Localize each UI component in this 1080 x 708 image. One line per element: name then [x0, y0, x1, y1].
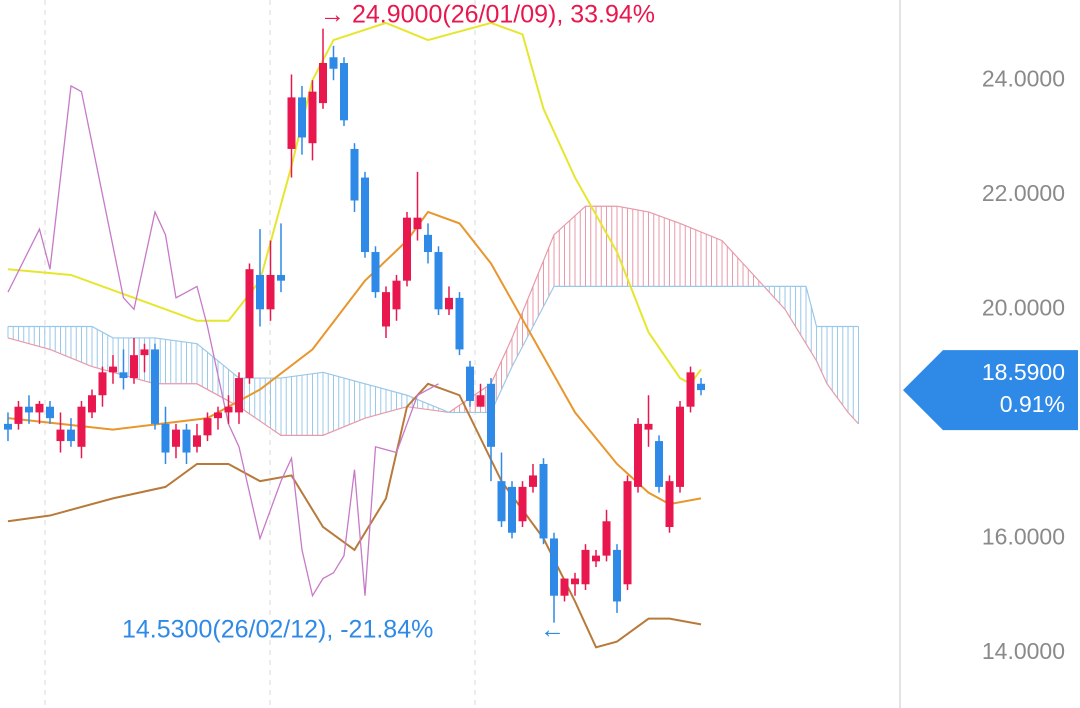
candle-body [392, 280, 401, 310]
y-tick-label: 14.0000 [982, 638, 1065, 664]
grid [44, 0, 901, 708]
candle-body [77, 406, 86, 447]
candle-body [161, 423, 170, 453]
candle-body [381, 292, 390, 327]
high-annotation: 24.9000(26/01/09), 33.94% [352, 1, 655, 29]
candle-body [213, 412, 222, 419]
y-axis: 14.000016.000018.000020.000022.000024.00… [903, 65, 1078, 664]
candle-body [508, 486, 517, 533]
candle-body [308, 91, 317, 144]
candle-body [3, 423, 12, 430]
candle-body [413, 217, 422, 230]
candle-body [35, 403, 44, 413]
candle-body [108, 366, 117, 373]
candle-body [550, 538, 559, 596]
candle-body [445, 297, 454, 310]
price-change: 0.91% [1000, 391, 1065, 417]
candle-body [224, 406, 233, 413]
y-tick-label: 20.0000 [982, 294, 1065, 320]
candle-body [339, 63, 348, 121]
candle-body [529, 475, 538, 487]
candle-body [403, 217, 412, 281]
candle-body [571, 578, 580, 585]
indicator-line [7, 21, 702, 386]
candle-body [140, 349, 149, 356]
candle-body [14, 406, 23, 424]
candle-body [24, 406, 33, 413]
candle-body [266, 274, 275, 310]
indicator-line [7, 382, 702, 649]
plot-area [3, 21, 860, 649]
cloud-span-a [7, 205, 859, 436]
candle-body [150, 349, 159, 424]
candle-body [644, 423, 653, 430]
candle-body [602, 521, 611, 556]
candle-body [434, 252, 443, 310]
candle-body [276, 274, 285, 281]
candle-body [371, 252, 380, 293]
candle-body [665, 481, 674, 527]
candle-body [676, 406, 685, 487]
arrow-left: ← [540, 616, 565, 644]
indicator-line [7, 84, 439, 598]
candle-body [45, 406, 54, 419]
candle-body [66, 429, 75, 442]
candle-body [592, 555, 601, 562]
candle-body [518, 486, 527, 522]
candle-body [318, 63, 327, 104]
candle-body [455, 297, 464, 350]
candle-body [119, 372, 128, 379]
candle-body [581, 549, 590, 585]
candle-body [297, 97, 306, 138]
annotations: → ← 24.9000(26/01/09), 33.94% 14.5300(26/… [122, 1, 655, 644]
candle-body [329, 57, 338, 69]
candle-body [98, 372, 107, 396]
candle-body [497, 481, 506, 522]
price-label: 18.5900 [982, 359, 1065, 385]
candle-body [192, 435, 201, 447]
indicator-line [7, 210, 702, 506]
candle-body [350, 148, 359, 201]
candle-body [634, 423, 643, 487]
candle-body [560, 578, 569, 596]
candle-body [476, 395, 485, 407]
y-tick-label: 22.0000 [982, 180, 1065, 206]
cloud-span-b [7, 285, 859, 414]
candle-body [203, 418, 212, 436]
candle-body [245, 269, 254, 379]
candle-body [171, 429, 180, 447]
arrow-right: → [320, 1, 345, 29]
candle-body [623, 481, 632, 585]
y-tick-label: 24.0000 [982, 65, 1065, 91]
candle-body [655, 441, 664, 487]
candle-body [360, 177, 369, 253]
candle-body [255, 274, 264, 310]
low-annotation: 14.5300(26/02/12), -21.84% [122, 616, 433, 644]
candle-body [87, 395, 96, 413]
candle-body [539, 463, 548, 539]
price-box [903, 350, 1078, 431]
candle-body [234, 378, 243, 413]
candle-body [466, 366, 475, 401]
candle-body [287, 97, 296, 149]
candle-body [697, 383, 706, 391]
candle-body [182, 429, 191, 453]
candle-body [487, 383, 496, 447]
candle-body [686, 372, 695, 407]
candle-body [129, 355, 138, 379]
y-tick-label: 16.0000 [982, 524, 1065, 550]
candle-body [56, 429, 65, 442]
candle-body [613, 549, 622, 602]
candle-body [424, 234, 433, 253]
